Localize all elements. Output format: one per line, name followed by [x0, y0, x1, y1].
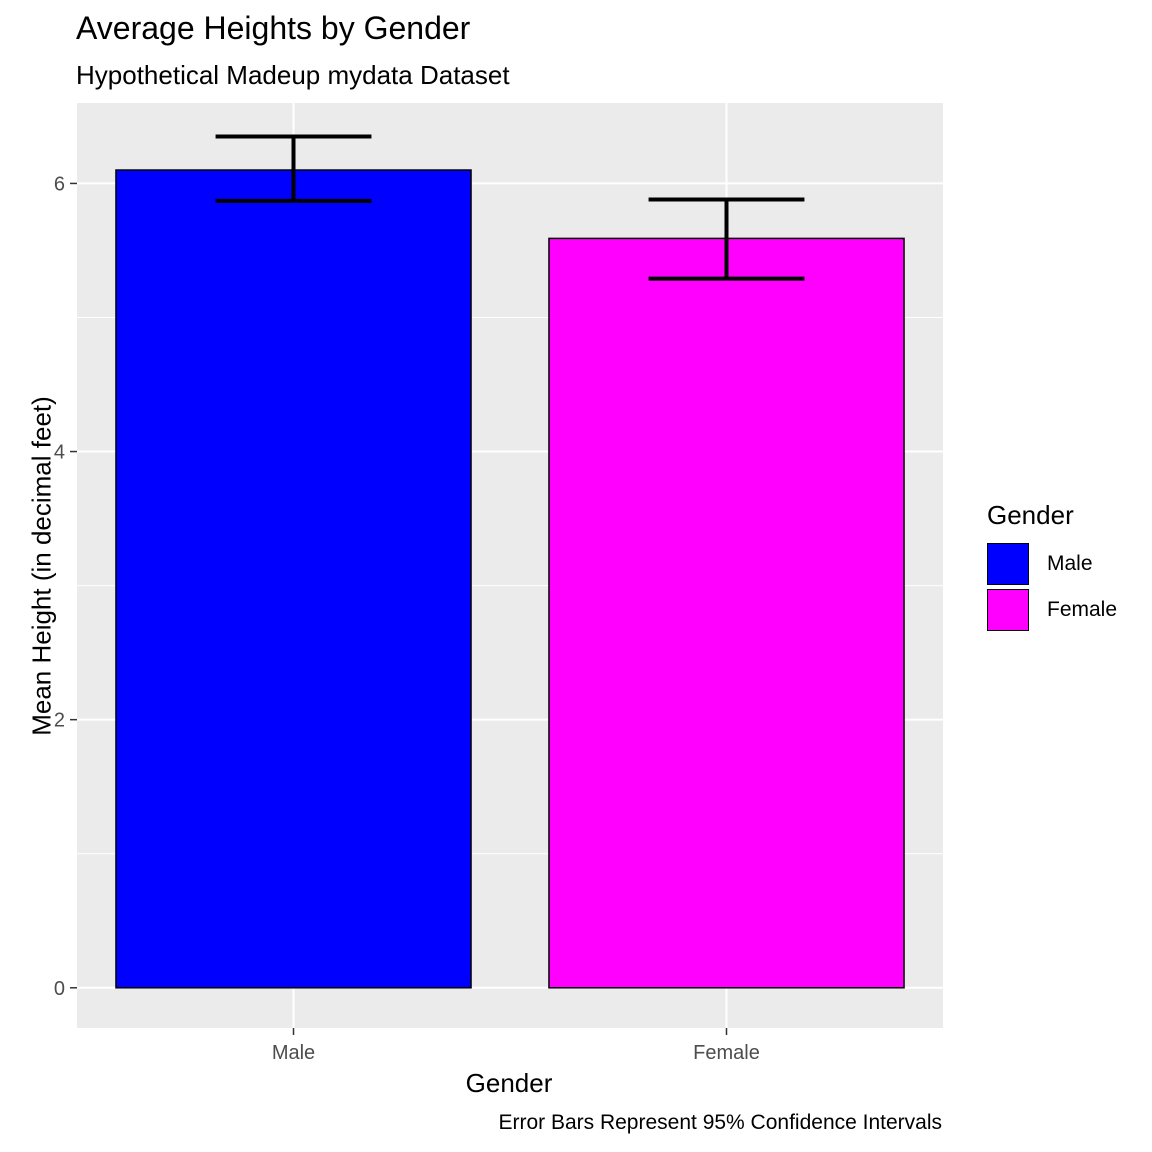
- legend-swatch-male: [987, 543, 1029, 585]
- x-tick-label: Male: [272, 1042, 315, 1064]
- legend-swatch-female: [987, 589, 1029, 631]
- y-tick-label: 2: [54, 710, 65, 732]
- y-axis-label: Mean Height (in decimal feet): [26, 396, 57, 736]
- y-tick-label: 6: [54, 173, 65, 195]
- legend-item-female: Female: [987, 588, 1117, 632]
- chart-subtitle: Hypothetical Madeup mydata Dataset: [76, 60, 510, 90]
- chart-title: Average Heights by Gender: [76, 10, 471, 46]
- chart-caption: Error Bars Represent 95% Confidence Inte…: [498, 1111, 942, 1134]
- legend-label-female: Female: [1047, 598, 1118, 621]
- x-axis-label: Gender: [465, 1068, 553, 1098]
- y-tick-label: 4: [54, 442, 65, 464]
- y-tick-label: 0: [54, 978, 65, 1000]
- legend-title: Gender: [987, 500, 1074, 530]
- x-tick-label: Female: [693, 1042, 760, 1064]
- legend-item-male: Male: [987, 542, 1093, 586]
- bar-female: [548, 237, 905, 989]
- legend-label-male: Male: [1047, 552, 1093, 575]
- bar-male: [115, 169, 472, 989]
